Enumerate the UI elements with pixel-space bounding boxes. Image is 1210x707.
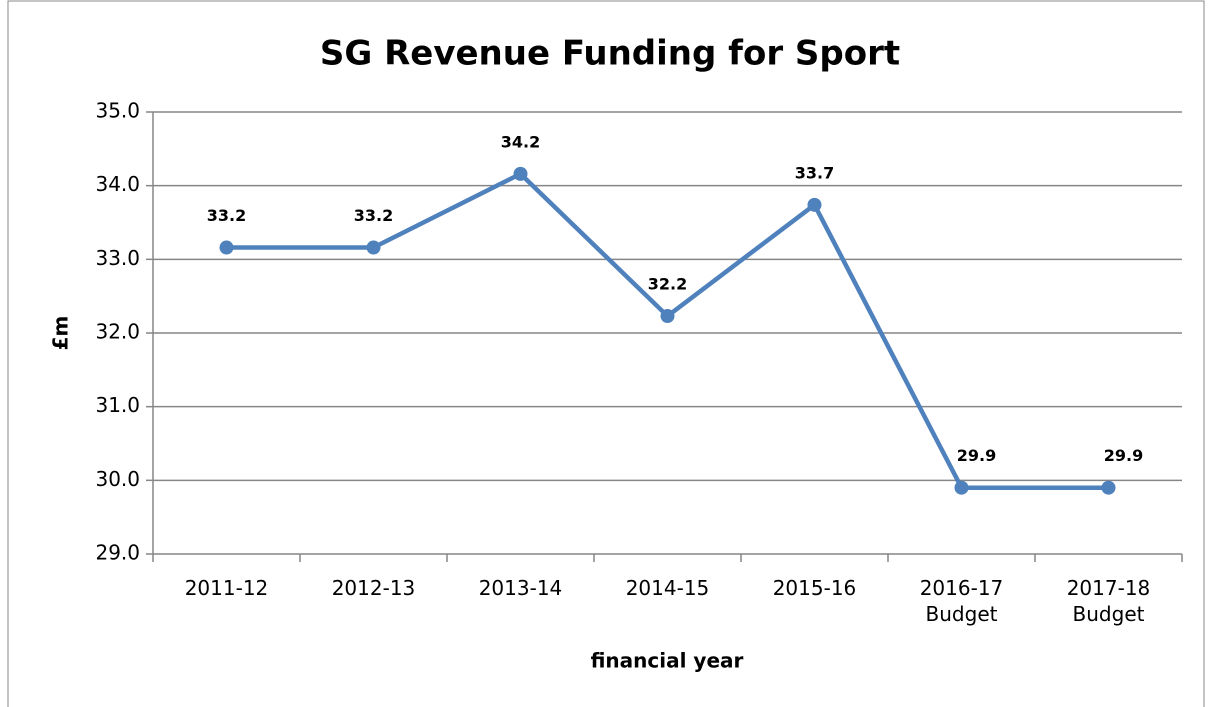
x-tick-label: 2013-14 — [478, 576, 563, 600]
chart-frame — [7, 0, 1205, 707]
data-point — [807, 197, 822, 212]
x-tick-label: 2012-13 — [331, 576, 416, 600]
x-tick-label: 2011-12 — [184, 576, 269, 600]
chart-title: SG Revenue Funding for Sport — [320, 34, 900, 74]
data-label: 32.2 — [648, 275, 687, 294]
data-label: 29.9 — [957, 446, 996, 465]
y-tick-label: 31.0 — [95, 393, 140, 417]
y-tick-label: 35.0 — [95, 99, 140, 123]
x-tick-label: 2017-18 Budget — [1066, 576, 1151, 626]
data-point — [219, 240, 234, 255]
y-tick-label: 33.0 — [95, 246, 140, 270]
data-point — [513, 166, 528, 181]
data-point — [954, 480, 969, 495]
data-label: 29.9 — [1104, 446, 1143, 465]
y-tick-label: 32.0 — [95, 320, 140, 344]
data-point — [1101, 480, 1116, 495]
y-axis-title: £m — [49, 316, 73, 351]
data-label: 33.2 — [354, 206, 393, 225]
data-point — [366, 240, 381, 255]
y-tick-label: 29.0 — [95, 541, 140, 565]
y-tick-label: 34.0 — [95, 172, 140, 196]
data-point — [660, 309, 675, 324]
x-tick-label: 2015-16 — [772, 576, 857, 600]
x-tick-label: 2014-15 — [625, 576, 710, 600]
data-label: 33.7 — [795, 163, 834, 182]
data-label: 34.2 — [501, 132, 540, 151]
x-axis-title: financial year — [591, 649, 744, 673]
y-tick-label: 30.0 — [95, 467, 140, 491]
data-label: 33.2 — [207, 206, 246, 225]
x-tick-label: 2016-17 Budget — [919, 576, 1004, 626]
